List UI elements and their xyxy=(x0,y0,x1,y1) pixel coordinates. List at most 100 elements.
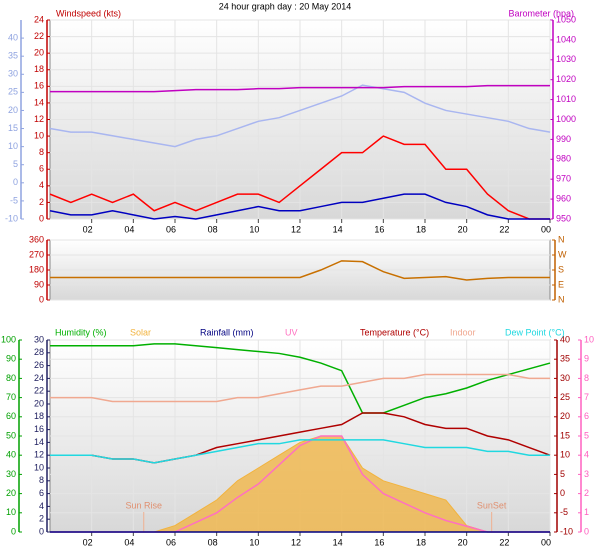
tick-label: 7 xyxy=(584,392,589,402)
x-tick-label: 20 xyxy=(458,537,468,547)
tick-label: -10 xyxy=(5,213,18,223)
tick-label: 0 xyxy=(11,526,16,536)
line xyxy=(50,84,550,93)
tick-label: 18 xyxy=(34,64,44,74)
x-tick-label: 06 xyxy=(166,224,176,234)
x-tick-label: 16 xyxy=(374,224,384,234)
line xyxy=(50,260,550,281)
tick-label: 2 xyxy=(39,197,44,207)
legend-label: Dew Point (°C) xyxy=(505,327,565,337)
tick-label: 16 xyxy=(34,424,44,434)
tick-label: 990 xyxy=(556,134,571,144)
tick-label: 24 xyxy=(34,373,44,383)
legend-label: UV xyxy=(285,327,298,337)
tick-label: 4 xyxy=(584,450,589,460)
tick-label: 16 xyxy=(34,81,44,91)
x-tick-label: 00 xyxy=(541,224,551,234)
tick-label: 30 xyxy=(34,334,44,344)
tick-label: 30 xyxy=(8,69,18,79)
legend-label: Indoor xyxy=(450,327,476,337)
tick-label: 15 xyxy=(8,123,18,133)
tick-label: 24 xyxy=(34,14,44,24)
tick-label: 180 xyxy=(29,264,44,274)
tick-label: 1 xyxy=(584,507,589,517)
tick-label: E xyxy=(558,279,564,289)
tick-label: 14 xyxy=(34,97,44,107)
tick-label: -5 xyxy=(10,195,18,205)
tick-label: -10 xyxy=(560,526,573,536)
y-axis-title: Windspeed (kts) xyxy=(56,8,121,18)
tick-label: 6 xyxy=(39,488,44,498)
tick-label: 4 xyxy=(39,180,44,190)
tick-label: 5 xyxy=(560,469,565,479)
tick-label: 9 xyxy=(584,354,589,364)
tick-label: 0 xyxy=(560,488,565,498)
tick-label: 1030 xyxy=(556,54,576,64)
x-tick-label: 06 xyxy=(166,537,176,547)
tick-label: 5 xyxy=(13,159,18,169)
tick-label: 6 xyxy=(39,164,44,174)
tick-label: 2 xyxy=(39,514,44,524)
x-tick-label: 04 xyxy=(124,537,134,547)
x-tick-label: 22 xyxy=(499,224,509,234)
line xyxy=(49,135,550,220)
tick-label: 20 xyxy=(34,398,44,408)
line xyxy=(49,193,550,220)
tick-label: 20 xyxy=(8,105,18,115)
tick-label: 2 xyxy=(584,488,589,498)
tick-label: 1010 xyxy=(556,94,576,104)
tick-label: 40 xyxy=(8,32,18,42)
tick-label: 10 xyxy=(6,507,16,517)
x-tick-label: 14 xyxy=(333,224,343,234)
tick-label: 40 xyxy=(6,450,16,460)
tick-label: 20 xyxy=(34,48,44,58)
tick-label: 90 xyxy=(34,279,44,289)
tick-label: 0 xyxy=(13,177,18,187)
tick-label: 10 xyxy=(34,130,44,140)
tick-label: 80 xyxy=(6,373,16,383)
tick-label: 35 xyxy=(560,354,570,364)
line xyxy=(50,439,550,464)
tick-label: 950 xyxy=(556,213,571,223)
tick-label: 70 xyxy=(6,392,16,402)
x-tick-label: 02 xyxy=(83,224,93,234)
line xyxy=(50,343,551,414)
y2-axis-title: Barometer (hpa) xyxy=(508,8,574,18)
tick-label: 25 xyxy=(8,87,18,97)
tick-label: 0 xyxy=(584,526,589,536)
legend-label: Solar xyxy=(130,327,151,337)
tick-label: 20 xyxy=(560,411,570,421)
x-tick-label: 14 xyxy=(333,537,343,547)
tick-label: 1050 xyxy=(556,14,576,24)
chart-title: 24 hour graph day : 20 May 2014 xyxy=(219,1,352,11)
tick-label: 10 xyxy=(34,462,44,472)
tick-label: N xyxy=(558,234,565,244)
x-tick-label: 16 xyxy=(374,537,384,547)
tick-label: 270 xyxy=(29,249,44,259)
tick-label: 5 xyxy=(584,430,589,440)
tick-label: 0 xyxy=(39,526,44,536)
tick-label: 30 xyxy=(6,469,16,479)
x-tick-label: 20 xyxy=(458,224,468,234)
line xyxy=(50,373,550,403)
tick-label: 970 xyxy=(556,174,571,184)
x-tick-label: 22 xyxy=(499,537,509,547)
tick-label: 6 xyxy=(584,411,589,421)
tick-label: 22 xyxy=(34,386,44,396)
tick-label: 960 xyxy=(556,193,571,203)
tick-label: 18 xyxy=(34,411,44,421)
x-tick-label: 00 xyxy=(541,537,551,547)
tick-label: 8 xyxy=(39,475,44,485)
x-tick-label: 02 xyxy=(83,537,93,547)
tick-label: 10 xyxy=(584,334,594,344)
tick-label: 20 xyxy=(6,488,16,498)
x-tick-label: 12 xyxy=(291,537,301,547)
x-tick-label: 18 xyxy=(416,537,426,547)
tick-label: 8 xyxy=(584,373,589,383)
legend-label: Temperature (°C) xyxy=(360,327,429,337)
x-tick-label: 08 xyxy=(208,537,218,547)
tick-label: 40 xyxy=(560,334,570,344)
x-tick-label: 18 xyxy=(416,224,426,234)
tick-label: 1040 xyxy=(556,34,576,44)
